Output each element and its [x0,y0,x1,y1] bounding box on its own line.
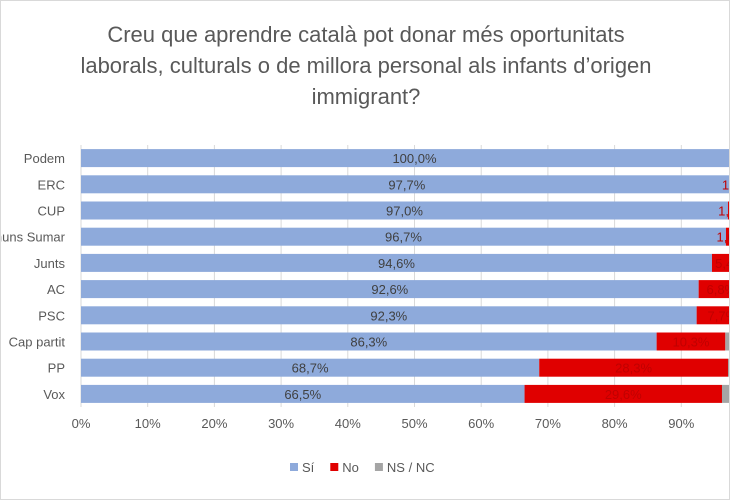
title-line: Creu que aprendre català pot donar més o… [107,22,625,47]
x-tick-label: 50% [401,416,427,431]
data-label: 28,3% [615,361,652,376]
category-label: Comuns Sumar [1,230,66,245]
legend-label: No [342,460,359,475]
bar-no [727,201,729,220]
legend-swatch [330,463,339,471]
category-label: ERC [38,177,65,192]
data-label: 5,4% [715,256,730,271]
bar-s- [81,332,657,351]
category-label: Cap partit [9,335,66,350]
legend-swatch [374,463,383,471]
bar-ns-nc [727,358,729,377]
data-label: 92,6% [371,282,408,297]
legend-label: Sí [302,460,315,475]
category-label: Podem [24,151,65,166]
chart-title: Creu que aprendre català pot donar més o… [1,19,729,112]
bar-s- [81,358,540,377]
x-tick-label: 70% [535,416,561,431]
title-line: laborals, culturals o de millora persona… [80,53,652,78]
bar-s- [81,149,729,168]
data-label: 97,0% [386,204,423,219]
data-label: 7,7% [708,308,730,323]
data-label: 1,2% [722,177,730,192]
bar-s- [81,280,699,299]
bar-ns-nc [721,384,729,403]
data-label: 96,7% [385,230,422,245]
bar-no [539,358,728,377]
x-tick-label: 60% [468,416,494,431]
category-label: CUP [38,204,65,219]
data-label: 1,6% [717,230,730,245]
x-tick-label: 90% [668,416,694,431]
bar-no [711,253,729,272]
bar-no [524,384,722,403]
x-tick-label: 30% [268,416,294,431]
category-label: PSC [38,308,65,323]
data-label: 1,5% [718,204,730,219]
data-label: 6,8% [706,282,730,297]
x-tick-label: 0% [72,416,91,431]
category-label: Vox [43,387,65,402]
data-label: 29,6% [605,387,642,402]
data-label: 92,3% [370,308,407,323]
x-tick-label: 20% [201,416,227,431]
x-tick-label: 80% [602,416,628,431]
x-tick-label: 40% [335,416,361,431]
data-label: 66,5% [284,387,321,402]
data-label: 10,3% [673,335,710,350]
category-label: AC [47,282,65,297]
bar-no [725,227,729,246]
bar-no [656,332,726,351]
bar-s- [81,175,729,194]
title-line: immigrant? [311,84,421,109]
x-tick-label: 10% [135,416,161,431]
bar-s- [81,384,525,403]
bar-s- [81,253,712,272]
category-label: Junts [34,256,66,271]
bar-s- [81,306,697,325]
data-label: 68,7% [292,361,329,376]
legend-label: NS / NC [387,460,435,475]
data-label: 97,7% [388,177,425,192]
data-label: 100,0% [392,151,437,166]
data-label: 94,6% [378,256,415,271]
bar-s- [81,227,726,246]
bar-s- [81,201,728,220]
bar-no [698,280,729,299]
bar-ns-nc [725,332,729,351]
category-label: PP [48,361,65,376]
data-label: 86,3% [350,335,387,350]
legend-swatch [290,463,298,471]
bar-no [696,306,729,325]
